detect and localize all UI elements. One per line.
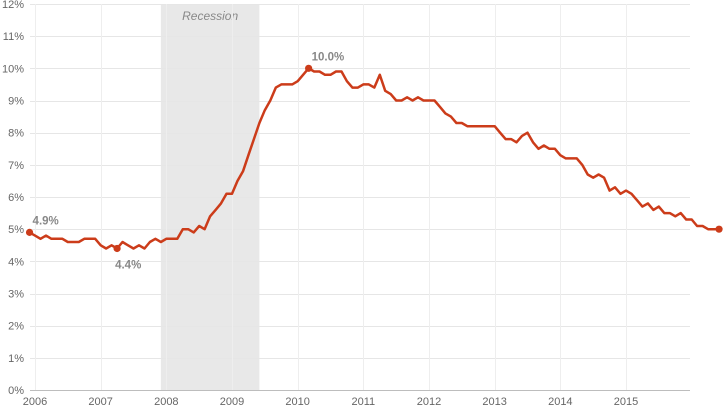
x-tick-label: 2013 <box>482 396 506 408</box>
y-axis-ticks: 0% 1% 2% 3% 4% 5% 6% 7% 8% 9% 10% 11% 12% <box>2 0 24 397</box>
y-tick-label: 12% <box>2 0 24 11</box>
x-tick-label: 2007 <box>88 396 112 408</box>
x-tick-label: 2011 <box>352 396 376 408</box>
annotation-label: 10.0% <box>312 51 345 63</box>
x-tick-label: 2006 <box>23 396 47 408</box>
y-tick-label: 9% <box>8 96 24 108</box>
x-axis-ticks: 2006 2007 2008 2009 2010 2011 2012 2013 2014 2015 <box>23 396 638 408</box>
annotations-group: 4.9%4.4%10.0%5.0% <box>25 51 723 271</box>
y-tick-label: 4% <box>8 256 24 268</box>
y-tick-label: 8% <box>8 128 24 140</box>
y-tick-label: 7% <box>8 160 24 172</box>
x-tick-label: 2015 <box>614 396 638 408</box>
x-tick-label: 2010 <box>285 396 309 408</box>
annotation-dot <box>305 64 313 72</box>
annotation-label: 4.9% <box>33 215 59 227</box>
series-line <box>28 67 721 250</box>
y-tick-label: 1% <box>8 353 24 365</box>
grid-group <box>30 4 690 391</box>
x-tick-label: 2008 <box>154 396 178 408</box>
annotation-dot <box>113 244 121 253</box>
annotation-dot <box>25 228 34 236</box>
y-tick-label: 11% <box>3 31 24 43</box>
y-tick-label: 0% <box>8 385 24 397</box>
annotation-label: 4.4% <box>115 259 141 271</box>
recession-label: Recession <box>182 9 238 23</box>
y-tick-label: 6% <box>8 192 24 204</box>
y-tick-label: 2% <box>8 321 24 333</box>
x-tick-label: 2009 <box>220 396 244 408</box>
x-tick-label: 2014 <box>548 396 572 408</box>
series-line-group <box>28 67 721 250</box>
annotation-dot <box>715 225 723 233</box>
y-tick-label: 10% <box>2 63 24 75</box>
y-tick-label: 3% <box>8 289 24 301</box>
y-tick-label: 5% <box>8 224 24 236</box>
x-tick-label: 2012 <box>417 396 441 408</box>
